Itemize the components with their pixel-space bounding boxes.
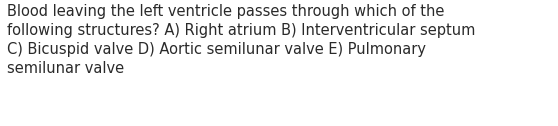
Text: Blood leaving the left ventricle passes through which of the
following structure: Blood leaving the left ventricle passes … bbox=[7, 4, 475, 76]
